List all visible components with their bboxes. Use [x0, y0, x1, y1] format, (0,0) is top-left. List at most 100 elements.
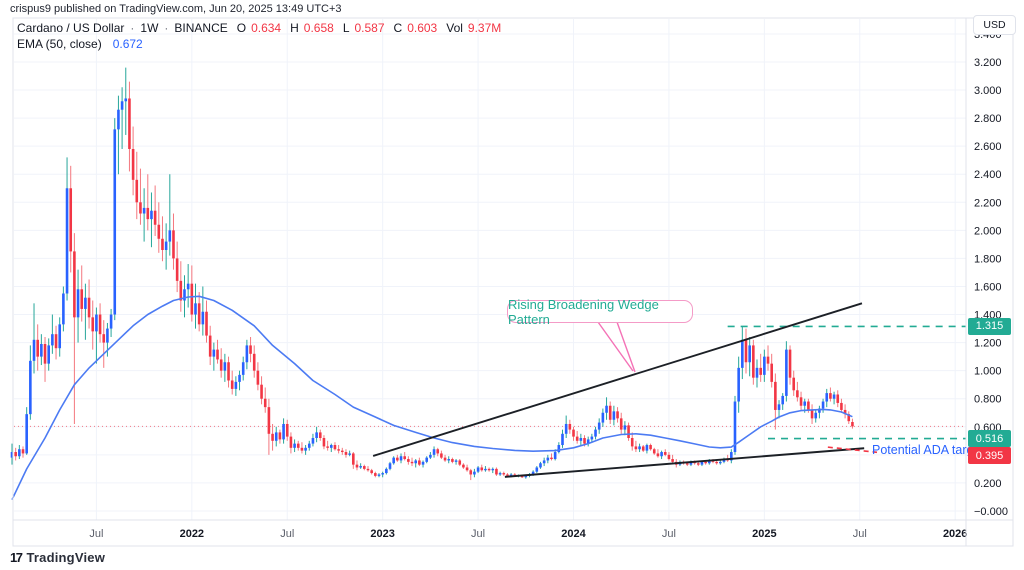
candlestick: [84, 297, 87, 309]
chart-panel-border: [12, 17, 1014, 547]
y-axis-tick-label[interactable]: 1.800: [974, 253, 1002, 265]
candlestick: [476, 467, 480, 472]
candlestick: [487, 468, 491, 471]
candlestick: [774, 381, 777, 410]
candlestick: [840, 402, 843, 410]
y-axis-tick-label[interactable]: 2.600: [974, 141, 1002, 153]
low-value: 0.587: [354, 21, 385, 35]
y-axis-tick-label[interactable]: 2.200: [974, 197, 1002, 209]
candlestick: [289, 436, 293, 448]
candlestick: [267, 407, 271, 434]
candlestick: [619, 418, 623, 430]
candlestick: [322, 438, 326, 447]
candlestick: [25, 414, 28, 454]
candlestick: [403, 456, 406, 460]
candlestick: [704, 461, 707, 464]
candlestick: [759, 367, 762, 375]
wedge-upper-trendline[interactable]: [372, 302, 863, 457]
y-axis-tick-label[interactable]: 0.800: [974, 394, 1002, 406]
x-axis-tick-label[interactable]: Jul: [662, 528, 676, 540]
y-axis-tick-label[interactable]: 1.000: [974, 366, 1002, 378]
y-axis-tick-label[interactable]: 2.800: [974, 113, 1002, 125]
y-axis-tick-label[interactable]: −0.000: [974, 506, 1008, 518]
x-axis-tick-label[interactable]: Jul: [853, 528, 867, 540]
candlestick: [377, 474, 381, 476]
y-axis-tick-label[interactable]: 2.000: [974, 225, 1002, 237]
x-axis-tick-label[interactable]: 2026: [943, 528, 967, 540]
x-axis-tick-label[interactable]: Jul: [89, 528, 103, 540]
candlestick: [715, 461, 718, 464]
timeframe-label[interactable]: 1W: [140, 21, 159, 35]
y-axis-tick-label[interactable]: 3.000: [974, 85, 1002, 97]
tradingview-attribution[interactable]: 17 TradingView: [10, 550, 105, 565]
candlestick: [197, 303, 201, 325]
candlestick: [179, 280, 183, 301]
candlestick: [164, 241, 168, 251]
candlestick: [443, 457, 447, 461]
candlestick: [315, 432, 318, 439]
legend-symbol-row: Cardano / US Dollar · 1W · BINANCE O 0.6…: [17, 20, 501, 36]
volume-value: 9.37M: [467, 21, 502, 35]
candlestick: [638, 446, 641, 450]
chart-legend[interactable]: Cardano / US Dollar · 1W · BINANCE O 0.6…: [17, 20, 501, 52]
candlestick: [641, 446, 645, 451]
symbol-title[interactable]: Cardano / US Dollar: [17, 21, 125, 35]
candlestick: [553, 452, 557, 460]
candlestick: [531, 471, 535, 475]
candlestick: [150, 210, 153, 220]
candlestick: [190, 283, 194, 315]
candlestick: [597, 422, 601, 430]
candlestick: [374, 473, 377, 476]
candlestick: [708, 460, 711, 464]
candlestick: [32, 339, 36, 361]
tradingview-brand-text: TradingView: [26, 550, 106, 565]
candlestick: [630, 438, 634, 447]
candlestick: [546, 457, 550, 461]
candlestick: [307, 443, 311, 448]
wedge-lower-trendline[interactable]: [504, 447, 865, 478]
x-axis-tick-label[interactable]: 2024: [561, 528, 586, 540]
candlestick: [113, 129, 117, 315]
candlestick: [766, 356, 770, 364]
candlestick: [407, 459, 410, 462]
candlestick: [329, 445, 333, 448]
candlestick: [124, 98, 128, 102]
x-axis-tick-label[interactable]: Jul: [280, 528, 294, 540]
candlestick: [120, 101, 124, 110]
candlestick: [399, 456, 403, 461]
candlestick: [260, 384, 263, 399]
candlestick: [175, 258, 179, 281]
x-axis-tick-label[interactable]: Jul: [471, 528, 485, 540]
close-label: C: [393, 21, 403, 35]
candlestick: [689, 461, 693, 465]
candlestick: [495, 468, 498, 475]
currency-unit-button[interactable]: USD: [973, 15, 1016, 35]
callout-pointer: [597, 321, 634, 372]
close-value: 0.603: [407, 21, 438, 35]
y-axis-tick-label[interactable]: 2.400: [974, 169, 1002, 181]
y-axis-tick-label[interactable]: 0.200: [974, 478, 1002, 490]
ema-indicator-label[interactable]: EMA (50, close): [17, 37, 102, 51]
candlestick: [498, 473, 502, 475]
y-axis-tick-label[interactable]: 3.200: [974, 57, 1002, 69]
price-level-badge-0.395: 0.395: [968, 447, 1011, 465]
candlestick: [829, 393, 832, 399]
candlestick: [172, 230, 175, 259]
ada-target-label[interactable]: Potential ADA target: [872, 443, 984, 457]
candlestick: [814, 412, 818, 419]
candlestick: [744, 339, 748, 363]
candlestick: [777, 404, 781, 410]
candlestick: [293, 443, 296, 448]
candlestick: [385, 468, 388, 474]
price-level-badge-1.315: 1.315: [968, 317, 1011, 335]
x-axis-tick-label[interactable]: 2022: [180, 528, 204, 540]
candlestick: [836, 394, 840, 403]
x-axis-tick-label[interactable]: 2025: [752, 528, 776, 540]
x-axis-tick-label[interactable]: 2023: [370, 528, 394, 540]
y-axis-tick-label[interactable]: 1.200: [974, 338, 1002, 350]
candlestick: [388, 463, 392, 469]
y-axis-tick-label[interactable]: 1.600: [974, 281, 1002, 293]
ema-line[interactable]: [11, 295, 853, 501]
wedge-pattern-callout[interactable]: Rising Broadening Wedge Pattern: [507, 297, 693, 327]
